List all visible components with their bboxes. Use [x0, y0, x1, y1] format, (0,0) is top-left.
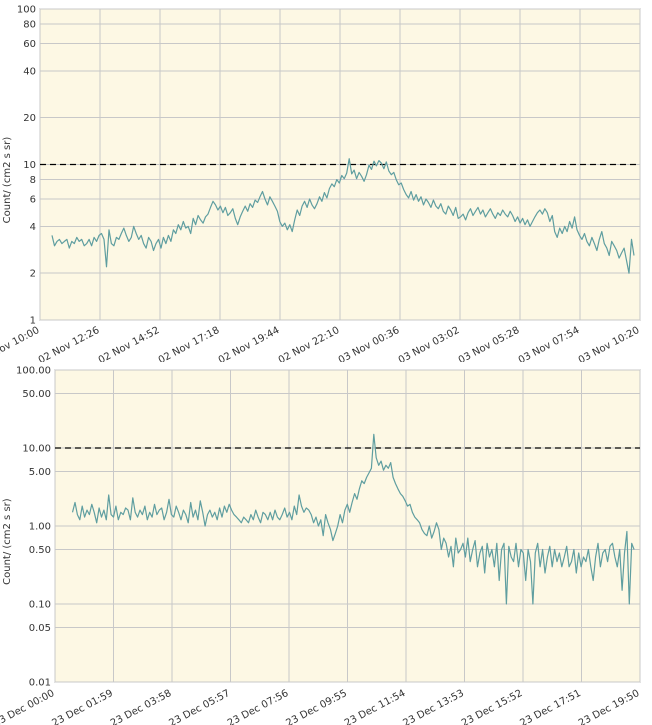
y-tick-label: 20	[23, 113, 36, 124]
x-tick-label: 23 Dec 13:53	[401, 688, 466, 725]
x-tick-label: 23 Dec 03:58	[109, 688, 174, 725]
x-tick-label: 23 Dec 17:51	[518, 688, 583, 725]
series-line	[51, 158, 635, 274]
y-tick-label: 40	[23, 66, 36, 77]
x-tick-label: 23 Dec 09:55	[284, 688, 349, 725]
x-tick-label: 03 Nov 07:54	[517, 325, 582, 362]
x-tick-label: 23 Dec 11:54	[343, 688, 408, 725]
y-tick-label: 0.01	[29, 678, 51, 689]
y-tick-label: 0.50	[29, 545, 51, 556]
series-line	[71, 433, 635, 605]
y-tick-label: 50.00	[22, 389, 51, 400]
line-chart-bottom: 0.01 0.05 0.10 0.50 1.00 5.00 10.00 50.00 100.00…	[0, 366, 642, 725]
x-tick-label: 03 Nov 00:36	[337, 325, 402, 362]
y-tick-label: 6	[30, 194, 36, 205]
y-tick-label: 100.00	[16, 366, 51, 377]
chart-panel-bottom: 0.01 0.05 0.10 0.50 1.00 5.00 10.00 50.00 100.00…	[0, 362, 652, 725]
x-tick-label: 23 Dec 07:56	[226, 688, 291, 725]
y-tick-label: 80	[23, 20, 36, 31]
y-tick-label: 5.00	[29, 467, 51, 478]
x-tick-label: 03 Nov 05:28	[457, 325, 522, 362]
y-tick-label: 2	[30, 269, 36, 280]
y-tick-label: 4	[30, 222, 36, 233]
y-axis-label: Count/ (cm2 s sr)	[2, 498, 13, 585]
y-tick-label: 10	[23, 160, 36, 171]
y-tick-label: 60	[23, 39, 36, 50]
y-tick-label: 100	[17, 5, 36, 16]
y-tick-label: 8	[30, 175, 36, 186]
x-tick-label: 03 Nov 10:20	[577, 325, 642, 362]
y-axis-label: Count/ (cm2 s sr)	[2, 137, 13, 224]
x-tick-label: 03 Nov 03:02	[397, 325, 462, 362]
y-tick-label: 0.10	[29, 600, 51, 611]
x-tick-label: 02 Nov 14:52	[97, 325, 162, 362]
x-tick-label: 02 Nov 10:00	[0, 325, 41, 362]
x-tick-label: 02 Nov 12:26	[37, 325, 102, 362]
y-tick-label: 10.00	[22, 444, 51, 455]
x-tick-label: 02 Nov 17:18	[157, 325, 222, 362]
y-tick-label: 0.05	[29, 623, 51, 634]
y-tick-label: 1	[30, 316, 36, 327]
x-tick-label: 23 Dec 01:59	[50, 688, 115, 725]
y-tick-label: 1.00	[29, 522, 51, 533]
x-tick-label: 23 Dec 00:00	[0, 688, 56, 725]
x-tick-label: 02 Nov 19:44	[217, 325, 282, 362]
x-tick-label: 02 Nov 22:10	[277, 325, 342, 362]
x-tick-label: 23 Dec 15:52	[460, 688, 525, 725]
x-tick-label: 23 Dec 05:57	[167, 688, 232, 725]
x-tick-label: 23 Dec 19:50	[577, 688, 642, 725]
